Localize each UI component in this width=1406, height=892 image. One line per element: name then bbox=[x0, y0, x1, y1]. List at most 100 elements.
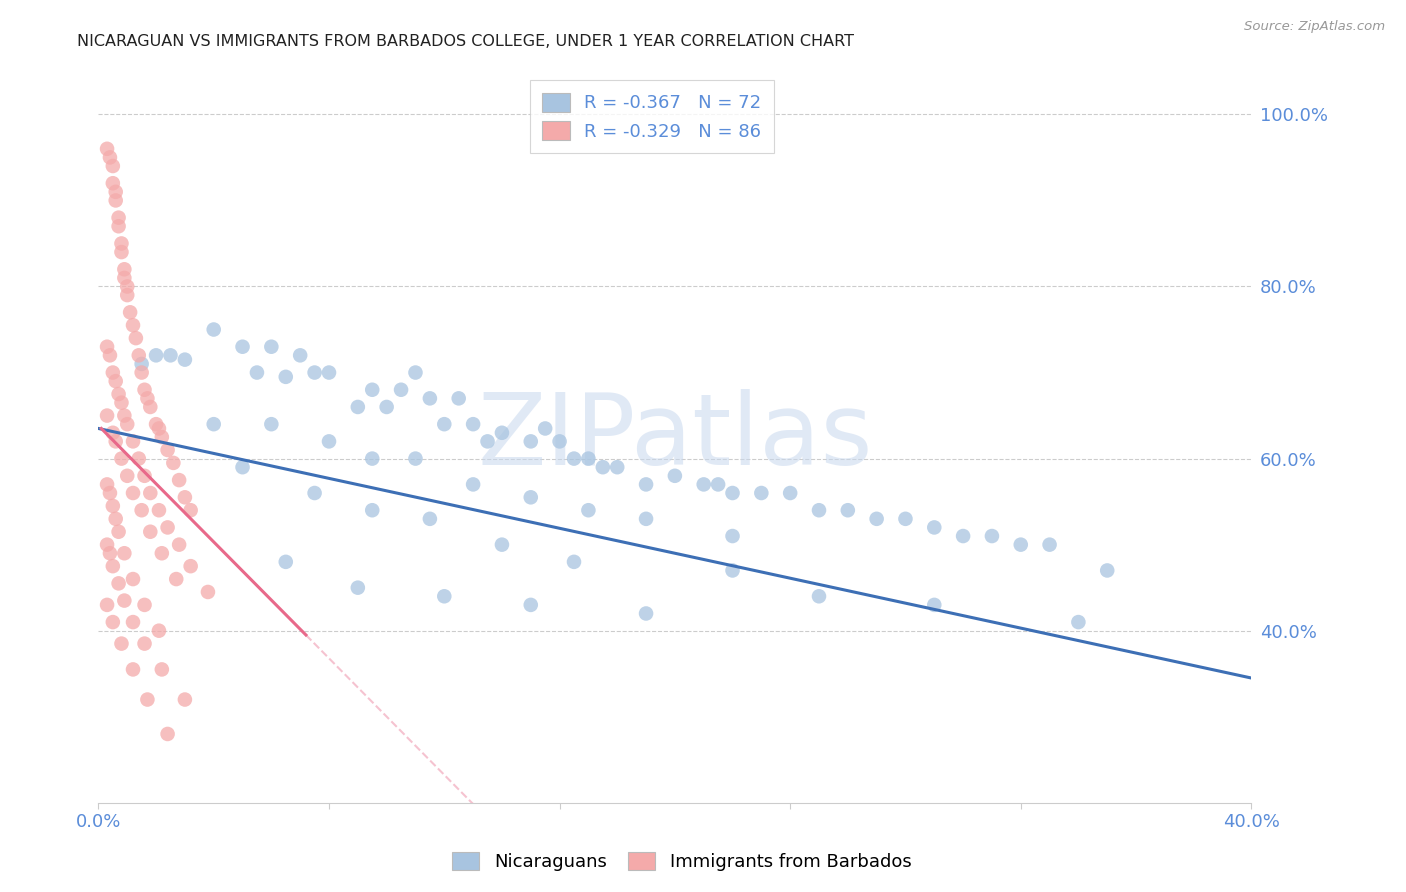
Point bbox=[180, 559, 202, 574]
Point bbox=[721, 529, 744, 543]
Point bbox=[101, 159, 124, 173]
Point bbox=[120, 305, 142, 319]
Point bbox=[636, 607, 658, 621]
Point bbox=[952, 529, 974, 543]
Point bbox=[150, 430, 173, 444]
Point bbox=[112, 262, 135, 277]
Point bbox=[174, 352, 197, 367]
Point bbox=[150, 546, 173, 560]
Point bbox=[107, 387, 129, 401]
Point bbox=[139, 486, 162, 500]
Point bbox=[202, 322, 225, 336]
Point bbox=[693, 477, 716, 491]
Point bbox=[922, 520, 945, 534]
Point bbox=[779, 486, 801, 500]
Point bbox=[548, 434, 571, 449]
Point bbox=[96, 477, 118, 491]
Point bbox=[104, 194, 127, 208]
Point bbox=[107, 576, 129, 591]
Point bbox=[107, 211, 129, 225]
Point bbox=[110, 236, 132, 251]
Legend: R = -0.367   N = 72, R = -0.329   N = 86: R = -0.367 N = 72, R = -0.329 N = 86 bbox=[530, 80, 773, 153]
Point bbox=[419, 512, 441, 526]
Point bbox=[807, 589, 830, 603]
Point bbox=[104, 512, 127, 526]
Point bbox=[96, 538, 118, 552]
Point bbox=[131, 357, 153, 371]
Point bbox=[134, 637, 156, 651]
Point bbox=[167, 538, 190, 552]
Point bbox=[1067, 615, 1090, 629]
Point bbox=[128, 348, 150, 362]
Point bbox=[150, 662, 173, 676]
Legend: Nicaraguans, Immigrants from Barbados: Nicaraguans, Immigrants from Barbados bbox=[446, 845, 918, 879]
Point bbox=[122, 318, 145, 333]
Point bbox=[274, 369, 297, 384]
Point bbox=[96, 340, 118, 354]
Point bbox=[260, 417, 283, 432]
Point bbox=[592, 460, 614, 475]
Point bbox=[202, 417, 225, 432]
Point bbox=[389, 383, 412, 397]
Point bbox=[197, 585, 219, 599]
Point bbox=[122, 572, 145, 586]
Point bbox=[375, 400, 398, 414]
Point bbox=[751, 486, 773, 500]
Point bbox=[180, 503, 202, 517]
Point bbox=[721, 564, 744, 578]
Point bbox=[125, 331, 148, 345]
Point bbox=[134, 468, 156, 483]
Point bbox=[122, 486, 145, 500]
Point bbox=[361, 503, 384, 517]
Point bbox=[145, 348, 167, 362]
Point bbox=[419, 392, 441, 406]
Point bbox=[246, 366, 269, 380]
Point bbox=[122, 434, 145, 449]
Point bbox=[165, 572, 187, 586]
Point bbox=[461, 417, 484, 432]
Point bbox=[117, 288, 139, 302]
Point bbox=[110, 451, 132, 466]
Point bbox=[96, 598, 118, 612]
Point bbox=[477, 434, 499, 449]
Point bbox=[520, 434, 543, 449]
Point bbox=[96, 409, 118, 423]
Point bbox=[156, 727, 179, 741]
Point bbox=[981, 529, 1004, 543]
Point bbox=[139, 524, 162, 539]
Point bbox=[534, 421, 557, 435]
Point bbox=[104, 185, 127, 199]
Point bbox=[107, 524, 129, 539]
Point bbox=[174, 692, 197, 706]
Point bbox=[636, 477, 658, 491]
Point bbox=[361, 451, 384, 466]
Point bbox=[318, 366, 340, 380]
Point bbox=[156, 520, 179, 534]
Point bbox=[304, 486, 326, 500]
Point bbox=[346, 581, 368, 595]
Point bbox=[104, 434, 127, 449]
Point bbox=[1010, 538, 1032, 552]
Point bbox=[231, 340, 254, 354]
Point bbox=[894, 512, 917, 526]
Point bbox=[134, 383, 156, 397]
Point bbox=[131, 503, 153, 517]
Point bbox=[866, 512, 889, 526]
Point bbox=[110, 245, 132, 260]
Point bbox=[112, 409, 135, 423]
Point bbox=[606, 460, 628, 475]
Point bbox=[231, 460, 254, 475]
Point bbox=[274, 555, 297, 569]
Point bbox=[122, 615, 145, 629]
Point bbox=[98, 150, 121, 164]
Point bbox=[101, 366, 124, 380]
Point bbox=[101, 176, 124, 190]
Point bbox=[578, 503, 600, 517]
Point bbox=[148, 421, 170, 435]
Point bbox=[98, 348, 121, 362]
Point bbox=[405, 451, 427, 466]
Point bbox=[131, 366, 153, 380]
Point bbox=[260, 340, 283, 354]
Point bbox=[110, 637, 132, 651]
Point bbox=[361, 383, 384, 397]
